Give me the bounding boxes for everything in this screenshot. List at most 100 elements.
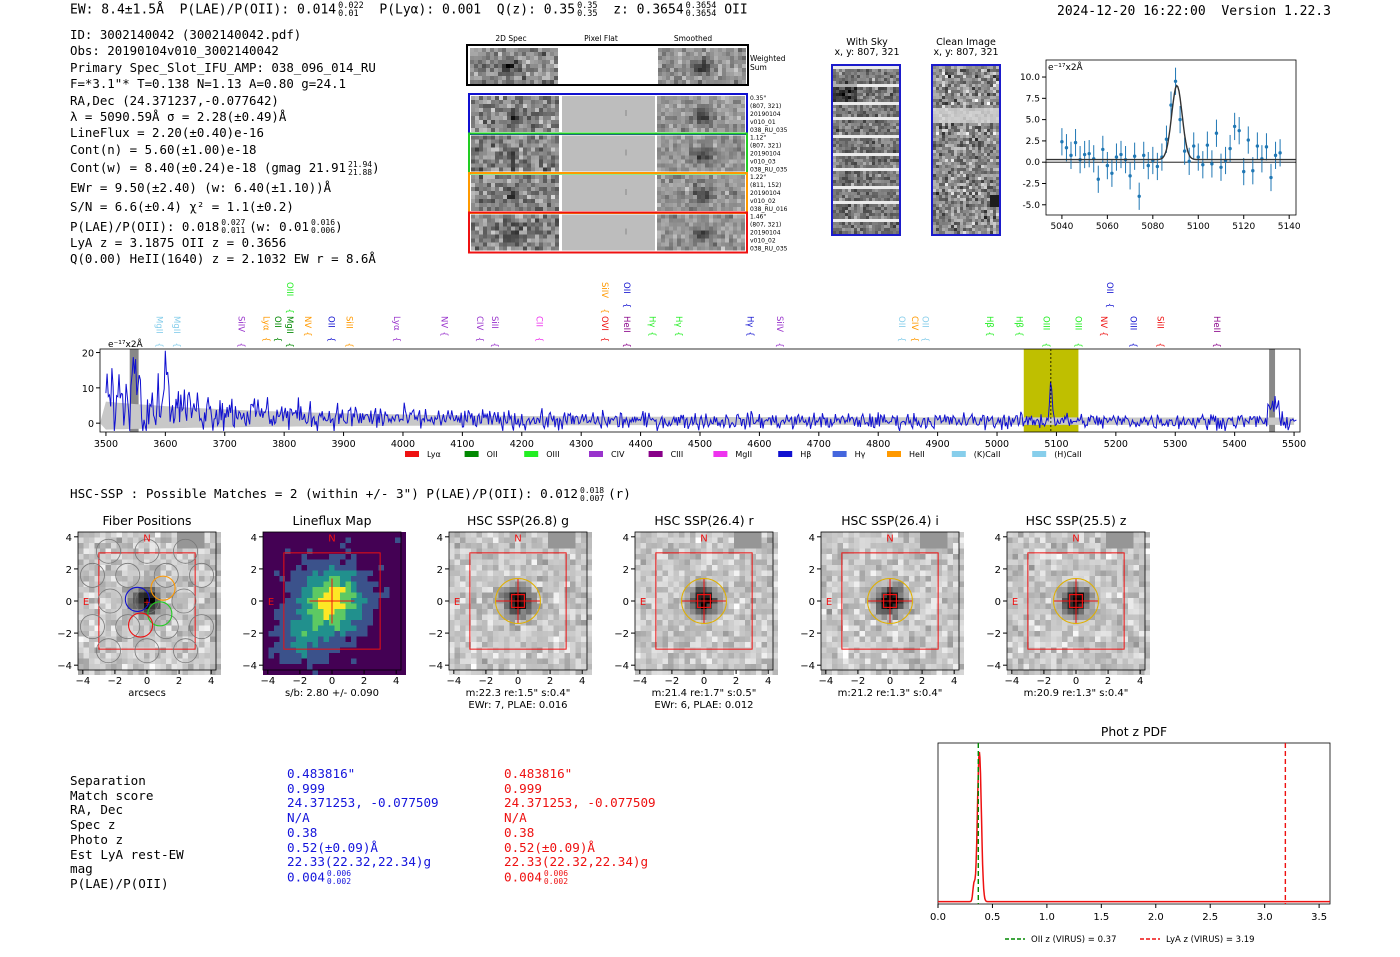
spec2d-pixel: [677, 100, 681, 104]
sky-pixel: [981, 192, 984, 195]
sky-pixel: [842, 210, 845, 213]
spec2d-pixel: [689, 179, 693, 183]
sky-pixel: [981, 108, 984, 111]
sky-pixel: [887, 99, 890, 102]
spec2d-pixel: [487, 168, 491, 172]
sky-pixel: [872, 198, 875, 201]
spec2d-pixel: [689, 195, 693, 199]
spec2d-pixel: [487, 120, 491, 124]
spec2d-pixel: [665, 247, 669, 251]
sky-pixel: [863, 138, 866, 141]
spec2d-pixel: [506, 80, 510, 84]
sky-pixel: [951, 198, 954, 201]
sky-pixel: [839, 153, 842, 156]
sky-pixel: [984, 117, 987, 120]
spec2d-pixel: [702, 64, 706, 68]
sky-pixel: [978, 159, 981, 162]
sky-pixel: [866, 147, 869, 150]
spec2d-pixel: [502, 72, 506, 76]
cutout-pixel: [84, 532, 90, 538]
sky-pixel: [975, 171, 978, 174]
spec2d-pixel: [742, 68, 746, 72]
full-line-label-brace: {: [1211, 342, 1221, 347]
spec2d-pixel: [502, 60, 506, 64]
sky-pixel: [948, 120, 951, 123]
sky-pixel: [948, 72, 951, 75]
spec2d-pixel: [689, 140, 693, 144]
spec2d-pixel: [495, 124, 499, 128]
sky-pixel: [978, 204, 981, 207]
sky-pixel: [848, 171, 851, 174]
sky-pixel: [984, 159, 987, 162]
spec2d-pixel: [685, 144, 689, 148]
sky-pixel: [887, 102, 890, 105]
sky-pixel: [845, 177, 848, 180]
spec2d-pixel: [471, 144, 475, 148]
spec2d-pixel: [697, 203, 701, 207]
sky-pixel: [996, 81, 999, 84]
sky-pixel: [951, 231, 954, 234]
spec2d-pixel: [506, 60, 510, 64]
spec2d-pixel: [475, 199, 479, 203]
sky-pixel: [875, 69, 878, 72]
spec2d-pixel: [725, 100, 729, 104]
sky-pixel: [948, 213, 951, 216]
sky-pixel: [933, 180, 936, 183]
zoom-point: [1133, 155, 1136, 158]
sky-pixel: [872, 225, 875, 228]
sky-pixel: [854, 105, 857, 108]
spec2d-pixel: [479, 219, 483, 223]
spec2d-pixel: [530, 60, 534, 64]
pixel-flat: [562, 136, 655, 172]
sky-pixel: [990, 96, 993, 99]
sky-pixel: [836, 204, 839, 207]
spec2d-pixel: [515, 247, 519, 251]
sky-pixel: [869, 117, 872, 120]
spec2d-pixel: [661, 156, 665, 160]
sky-pixel: [860, 162, 863, 165]
sky-pixel: [963, 225, 966, 228]
with-sky-caption: With Sky x, y: 807, 321: [832, 38, 902, 58]
spec2d-pixel: [662, 72, 666, 76]
spec2d-pixel: [697, 223, 701, 227]
spec2d-pixel: [701, 152, 705, 156]
sky-pixel: [878, 123, 881, 126]
sky-pixel: [942, 198, 945, 201]
sky-pixel: [833, 147, 836, 150]
spec2d-pixel: [725, 195, 729, 199]
zoom-xtick-label: 5040: [1050, 222, 1073, 232]
sky-pixel: [993, 150, 996, 153]
spec2d-pixel: [547, 156, 551, 160]
sky-pixel: [966, 105, 969, 108]
spec2d-pixel: [551, 227, 555, 231]
sky-pixel: [842, 222, 845, 225]
spec2d-pixel: [661, 152, 665, 156]
spec2d-pixel: [547, 231, 551, 235]
spec2d-pixel: [725, 160, 729, 164]
sky-pixel: [936, 198, 939, 201]
sky-pixel: [963, 126, 966, 129]
sky-pixel: [854, 150, 857, 153]
sky-pixel: [839, 96, 842, 99]
sky-pixel: [857, 156, 860, 159]
sky-pixel: [893, 96, 896, 99]
sky-pixel: [884, 198, 887, 201]
spec2d-pixel: [506, 56, 510, 60]
sky-pixel: [875, 165, 878, 168]
spec2d-pixel: [661, 136, 665, 140]
spec2d-pixel: [678, 76, 682, 80]
sky-pixel: [945, 168, 948, 171]
spec2d-pixel: [689, 207, 693, 211]
spec2d-pixel: [487, 144, 491, 148]
spec2d-pixel: [471, 243, 475, 247]
sky-pixel: [839, 198, 842, 201]
spec2d-pixel: [471, 168, 475, 172]
sky-pixel: [951, 210, 954, 213]
sky-pixel: [842, 147, 845, 150]
spec2d-pixel: [554, 68, 558, 72]
sky-pixel: [933, 132, 936, 135]
spec2d-row-right-value: 038_RU_035: [750, 127, 788, 134]
spec2d-pixel: [547, 108, 551, 112]
cutout-pixel: [161, 543, 167, 549]
sky-pixel: [936, 153, 939, 156]
